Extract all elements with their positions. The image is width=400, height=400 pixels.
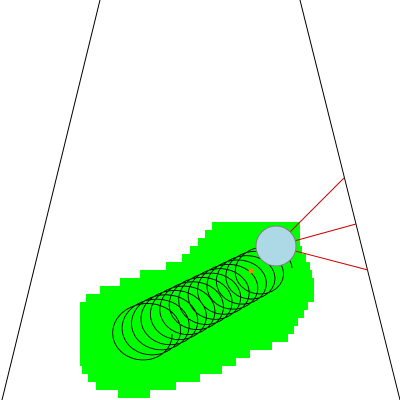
explored-cell bbox=[80, 310, 304, 318]
right-track-border bbox=[299, 0, 400, 400]
target-dot-icon bbox=[248, 268, 254, 274]
explored-cell bbox=[86, 294, 314, 302]
left-track-border bbox=[1, 0, 101, 400]
explored-cell bbox=[88, 374, 200, 382]
explored-cell bbox=[198, 238, 300, 246]
explored-cell bbox=[80, 326, 294, 334]
explored-cell bbox=[80, 350, 250, 358]
explored-cell bbox=[190, 246, 302, 254]
explored-cell bbox=[118, 390, 150, 398]
explored-cell bbox=[82, 366, 222, 374]
explored-cell bbox=[205, 230, 300, 238]
explored-cell bbox=[80, 302, 308, 310]
explored-cell bbox=[182, 254, 306, 262]
explored-cell bbox=[120, 278, 314, 286]
explored-cell bbox=[80, 358, 236, 366]
explored-cell bbox=[96, 382, 176, 390]
explored-cell bbox=[80, 334, 288, 342]
robot-body bbox=[255, 225, 297, 267]
explored-cell bbox=[212, 222, 300, 230]
trajectory-path bbox=[112, 246, 293, 361]
